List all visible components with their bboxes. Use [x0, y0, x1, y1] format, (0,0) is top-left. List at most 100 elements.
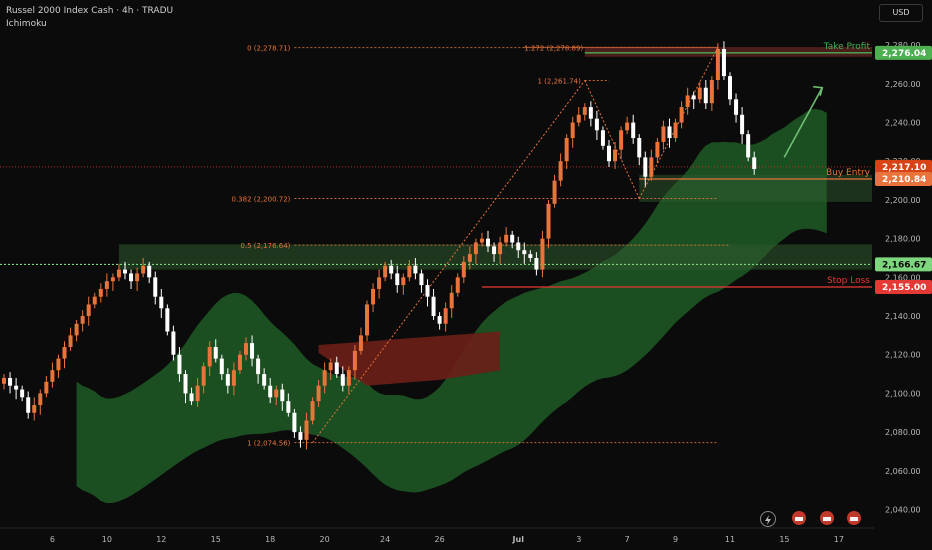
candle [286, 401, 291, 413]
candle [171, 331, 176, 355]
candle [98, 288, 103, 297]
candle [189, 393, 194, 402]
stop-loss-price-tag [875, 280, 932, 295]
candle [697, 87, 702, 100]
candle [32, 405, 37, 413]
candle [552, 180, 557, 204]
candle [600, 130, 605, 146]
time-axis-tick: 15 [211, 535, 221, 544]
candle [588, 107, 593, 119]
buy-entry-price-tag-text: 2,210.84 [882, 175, 926, 185]
candle [558, 161, 563, 181]
buy-entry-price-tag [875, 171, 932, 186]
candle [655, 141, 660, 158]
candle [244, 343, 248, 355]
candle [473, 242, 478, 255]
candle [395, 273, 400, 286]
candle [110, 277, 115, 282]
time-axis-tick: 18 [265, 535, 275, 544]
projection-arrow [783, 87, 823, 158]
candle [709, 79, 714, 104]
candle [564, 138, 569, 162]
candle [56, 358, 61, 371]
time-axis-tick: 26 [435, 535, 445, 544]
candle [576, 114, 581, 123]
candle [522, 250, 527, 255]
candle [504, 234, 509, 243]
candle [231, 370, 236, 386]
candle [68, 335, 73, 347]
candle [268, 385, 273, 398]
time-axis-tick: 7 [625, 535, 630, 544]
time-axis-tick: 9 [673, 535, 678, 544]
price-axis-tick: 2,200.00 [885, 196, 921, 205]
candle [371, 288, 376, 305]
candle [377, 277, 382, 289]
candle [237, 354, 242, 371]
candle [365, 304, 369, 336]
price-axis-tick: 2,040.00 [885, 506, 921, 515]
candle [740, 114, 745, 135]
time-axis-tick: 24 [380, 535, 390, 544]
time-axis-tick: 17 [834, 535, 844, 544]
candle [328, 362, 333, 371]
currency-button[interactable]: USD [879, 4, 923, 22]
fib-trend-line [312, 80, 586, 443]
candle [425, 285, 430, 297]
price-axis-tick: 2,160.00 [885, 273, 921, 282]
candle [104, 281, 109, 289]
candle [679, 107, 684, 123]
candle [534, 257, 539, 270]
fib-level-label: 0.382 (2,200.72) [231, 196, 290, 204]
candle [44, 381, 49, 394]
candle [14, 385, 19, 390]
candle [219, 358, 224, 375]
price-axis-tick: 2,140.00 [885, 312, 921, 321]
candle [165, 308, 170, 332]
candle [498, 242, 503, 255]
ichimoku-cloud-bearish [318, 331, 501, 386]
time-axis-tick: 15 [779, 535, 789, 544]
candle [570, 122, 575, 139]
news-flag-icon[interactable] [820, 511, 834, 525]
candle [316, 385, 321, 402]
candle [334, 362, 339, 375]
news-flag-icon[interactable] [792, 511, 806, 525]
take-profit-price-tag [875, 45, 932, 60]
candle [213, 346, 218, 359]
news-flag-icon[interactable] [847, 511, 861, 525]
candle [129, 273, 134, 282]
support-price-tag-text: 2,166.67 [882, 260, 926, 270]
price-axis-tick: 2,260.00 [885, 80, 921, 89]
candle [74, 323, 79, 336]
candle [8, 377, 13, 386]
candle [177, 354, 182, 375]
time-axis-tick: 6 [50, 535, 55, 544]
candle [528, 254, 533, 258]
ichimoku-cloud-bullish [76, 108, 827, 504]
last-price-tag [875, 159, 932, 174]
take-profit-price-tag-text: 2,276.04 [882, 49, 926, 59]
candle [516, 242, 521, 251]
fib-level-label: 1 (2,261.74) [537, 77, 581, 85]
candle [50, 370, 55, 382]
fib-level-label: 1.272 (2,278.89) [524, 44, 583, 52]
price-axis[interactable] [874, 0, 932, 550]
candle [443, 308, 448, 324]
candle [250, 343, 255, 359]
price-axis-tick: 2,060.00 [885, 467, 921, 476]
candle [419, 273, 424, 286]
candle [734, 99, 739, 115]
fib-level-label: 0 (2,278.71) [247, 45, 291, 53]
indicator-label[interactable]: Ichimoku [6, 19, 47, 29]
candle [207, 346, 212, 367]
candle [304, 420, 309, 440]
candle [401, 277, 406, 286]
candle [492, 246, 497, 255]
fib-level-label: 1 (2,074.56) [247, 440, 291, 448]
candle [159, 296, 164, 309]
candle [256, 358, 261, 375]
lightning-icon[interactable] [760, 511, 776, 527]
